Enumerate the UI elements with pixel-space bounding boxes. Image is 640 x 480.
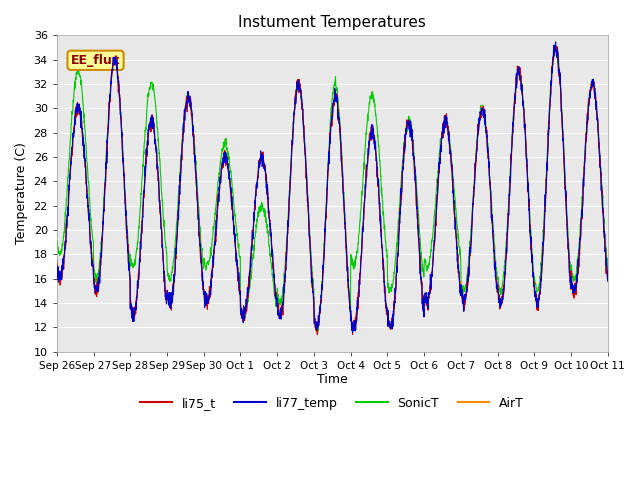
Title: Instument Temperatures: Instument Temperatures bbox=[238, 15, 426, 30]
Y-axis label: Temperature (C): Temperature (C) bbox=[15, 143, 28, 244]
Text: EE_flux: EE_flux bbox=[70, 54, 120, 67]
X-axis label: Time: Time bbox=[317, 373, 348, 386]
Legend: li75_t, li77_temp, SonicT, AirT: li75_t, li77_temp, SonicT, AirT bbox=[135, 392, 529, 415]
